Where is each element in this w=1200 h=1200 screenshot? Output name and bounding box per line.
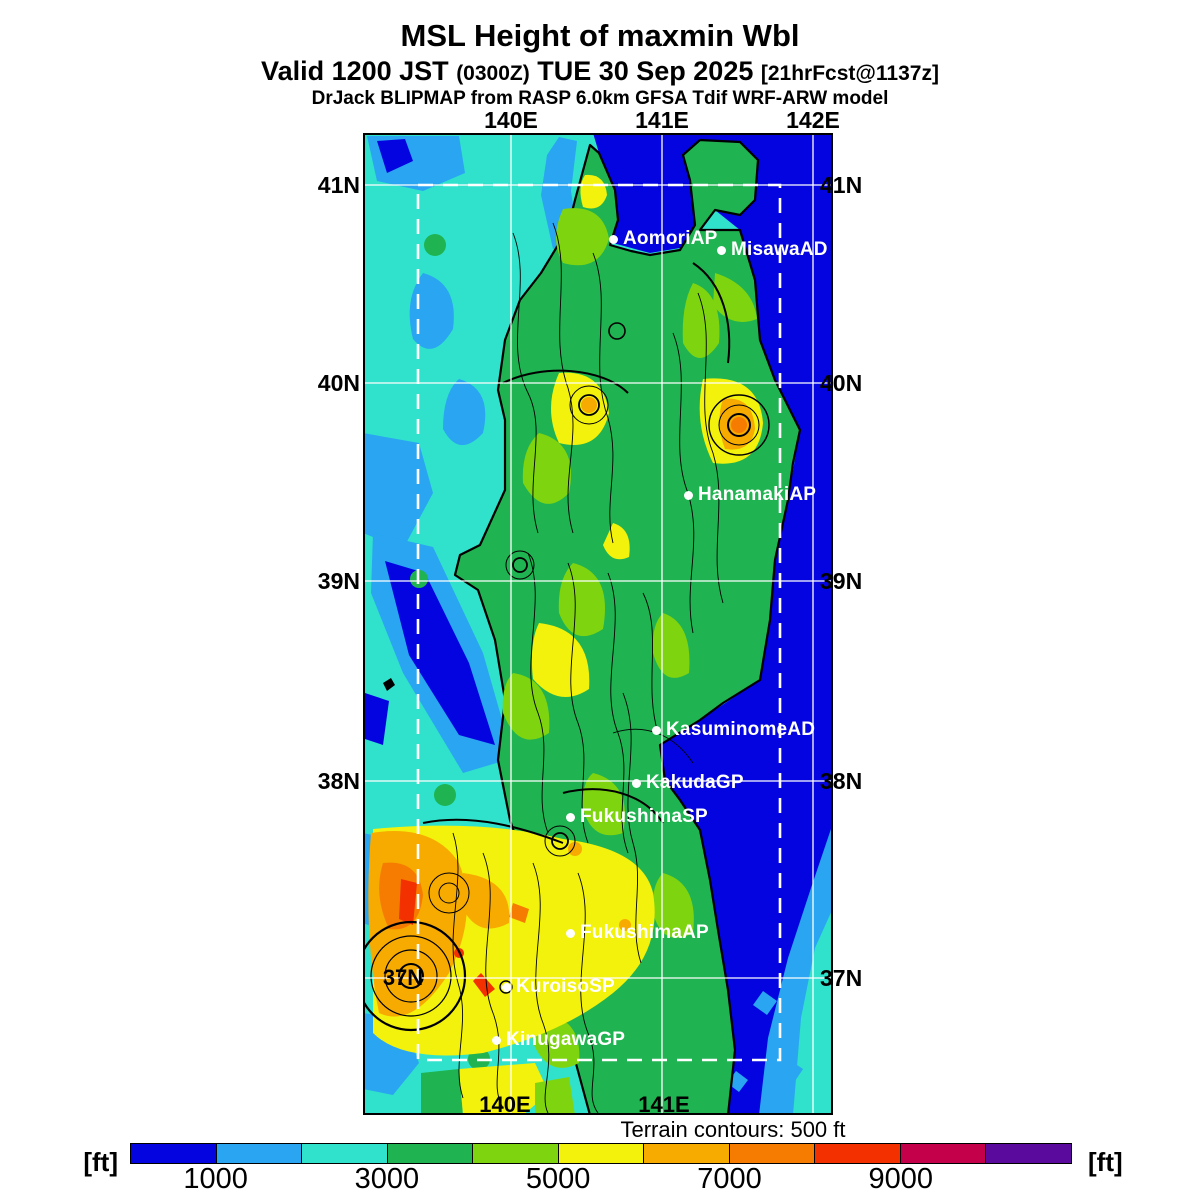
valid-zulu: (0300Z) (456, 62, 530, 85)
colorbar-segment-9 (900, 1144, 987, 1163)
colorbar-segment-5 (558, 1144, 645, 1163)
forecast-cycle: [21hrFcst@1137z] (760, 62, 939, 85)
colorbar-tick-1000: 1000 (183, 1163, 248, 1195)
station-dot-kakudagp (632, 779, 641, 788)
station-dot-misawaad (717, 246, 726, 255)
right-lat-label-37n: 37N (820, 965, 863, 991)
station-label-kasuminomead: KasuminomeAD (666, 719, 816, 740)
station-label-aomoriap: AomoriAP (623, 228, 718, 249)
colorbar-segment-4 (473, 1144, 559, 1163)
map-inner-label-37n: 37N (382, 965, 424, 990)
page-title: MSL Height of maxmin Wbl (400, 18, 800, 53)
colorbar-tick-5000: 5000 (525, 1163, 591, 1195)
station-label-kinugawagp: KinugawaGP (506, 1029, 626, 1050)
station-dot-kuroisosp (502, 983, 511, 992)
colorbar (130, 1143, 1072, 1164)
right-lat-label-41n: 41N (820, 172, 863, 198)
station-label-fukushimasp: FukushimaSP (580, 806, 708, 827)
station-label-kuroisosp: KuroisoSP (516, 976, 615, 997)
top-lon-label-140e: 140E (484, 107, 538, 133)
colorbar-tick-9000: 9000 (868, 1163, 933, 1195)
map-inner-label-141e: 141E (638, 1092, 690, 1117)
left-lat-label-41n: 41N (317, 172, 360, 198)
colorbar-segment-7 (729, 1144, 816, 1163)
colorbar-segment-6 (644, 1144, 730, 1163)
left-lat-label-39n: 39N (317, 568, 360, 594)
colorbar-unit-right: [ft] (1088, 1147, 1123, 1177)
station-dot-aomoriap (609, 235, 618, 244)
colorbar-tick-3000: 3000 (354, 1163, 420, 1195)
colorbar-unit-left: [ft] (83, 1147, 118, 1177)
map-border (363, 133, 833, 1115)
land-layer (363, 138, 802, 1115)
station-label-kakudagp: KakudaGP (646, 772, 744, 793)
forecast-map (363, 133, 833, 1115)
valid-date: TUE 30 Sep 2025 (537, 56, 754, 86)
terrain-contour-note: Terrain contours: 500 ft (620, 1117, 846, 1142)
right-lat-label-39n: 39N (820, 568, 863, 594)
station-label-hanamakiap: HanamakiAP (698, 484, 817, 505)
station-dot-fukushimasp (566, 813, 575, 822)
colorbar-segment-3 (387, 1144, 474, 1163)
station-label-misawaad: MisawaAD (731, 239, 828, 260)
colorbar-segment-1 (216, 1144, 303, 1163)
map-plot (363, 133, 833, 1115)
station-dot-kasuminomead (652, 726, 661, 735)
left-lat-label-38n: 38N (317, 768, 360, 794)
station-label-fukushimaap: FukushimaAP (580, 922, 709, 943)
colorbar-tick-7000: 7000 (697, 1163, 762, 1195)
right-lat-label-40n: 40N (820, 370, 863, 396)
colorbar-segment-8 (815, 1144, 901, 1163)
station-dot-kinugawagp (492, 1036, 501, 1045)
top-lon-label-141e: 141E (635, 107, 689, 133)
top-lon-label-142e: 142E (786, 107, 840, 133)
station-dot-hanamakiap (684, 491, 693, 500)
model-line: DrJack BLIPMAP from RASP 6.0km GFSA Tdif… (311, 88, 889, 109)
right-lat-label-38n: 38N (820, 768, 863, 794)
left-lat-label-40n: 40N (317, 370, 360, 396)
valid-time: Valid 1200 JST (261, 56, 449, 86)
colorbar-segment-0 (131, 1144, 217, 1163)
colorbar-segment-10 (986, 1144, 1072, 1163)
domain-boundary-dashed (416, 183, 782, 1062)
station-dot-fukushimaap (566, 929, 575, 938)
colorbar-segment-2 (302, 1144, 388, 1163)
valid-line: Valid 1200 JST (0300Z) TUE 30 Sep 2025 [… (0, 56, 1200, 87)
map-inner-label-140e: 140E (479, 1092, 531, 1117)
